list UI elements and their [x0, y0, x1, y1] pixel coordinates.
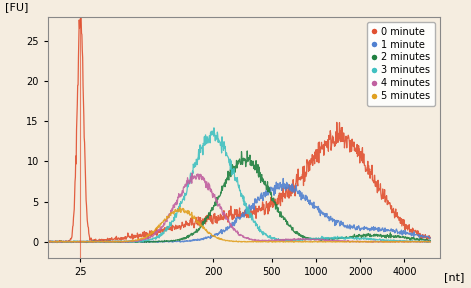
3 minutes: [211, 126, 217, 130]
0 minute: [309, 157, 314, 160]
Line: 1 minute: 1 minute: [48, 179, 430, 242]
4 minutes: [189, 171, 195, 175]
1 minute: [309, 201, 314, 205]
3 minutes: [214, 135, 220, 139]
2 minutes: [427, 239, 433, 242]
5 minutes: [45, 240, 51, 244]
3 minutes: [103, 241, 109, 244]
Line: 4 minutes: 4 minutes: [48, 173, 430, 242]
4 minutes: [344, 239, 349, 243]
3 minutes: [427, 240, 433, 243]
4 minutes: [309, 238, 314, 242]
2 minutes: [351, 234, 357, 238]
0 minute: [200, 221, 206, 225]
0 minute: [45, 240, 51, 243]
1 minute: [280, 177, 286, 180]
5 minutes: [200, 225, 206, 229]
4 minutes: [351, 240, 357, 243]
0 minute: [351, 145, 357, 148]
0 minute: [344, 146, 349, 149]
2 minutes: [45, 240, 51, 244]
1 minute: [214, 232, 219, 235]
Y-axis label: [FU]: [FU]: [5, 2, 28, 12]
4 minutes: [200, 177, 206, 181]
1 minute: [84, 240, 90, 243]
5 minutes: [308, 240, 314, 244]
3 minutes: [200, 153, 206, 156]
4 minutes: [427, 240, 433, 244]
5 minutes: [350, 240, 356, 243]
5 minutes: [214, 236, 219, 240]
5 minutes: [392, 240, 398, 244]
2 minutes: [84, 240, 90, 243]
2 minutes: [214, 196, 219, 199]
Legend: 0 minute, 1 minute, 2 minutes, 3 minutes, 4 minutes, 5 minutes: 0 minute, 1 minute, 2 minutes, 3 minutes…: [366, 22, 435, 106]
1 minute: [427, 236, 433, 240]
5 minutes: [84, 240, 89, 243]
4 minutes: [84, 240, 90, 243]
1 minute: [351, 226, 357, 229]
2 minutes: [244, 149, 250, 153]
2 minutes: [54, 241, 60, 244]
1 minute: [45, 240, 51, 243]
Line: 0 minute: 0 minute: [48, 10, 430, 242]
4 minutes: [57, 241, 63, 244]
0 minute: [214, 221, 220, 225]
0 minute: [85, 222, 90, 226]
1 minute: [200, 238, 206, 241]
2 minutes: [344, 236, 349, 239]
3 minutes: [351, 237, 357, 240]
3 minutes: [309, 237, 314, 240]
4 minutes: [45, 240, 51, 244]
1 minute: [344, 224, 349, 228]
2 minutes: [309, 237, 314, 240]
0 minute: [78, 8, 83, 11]
5 minutes: [177, 206, 183, 209]
3 minutes: [84, 239, 89, 243]
Line: 2 minutes: 2 minutes: [48, 151, 430, 242]
0 minute: [427, 236, 433, 239]
Text: [nt]: [nt]: [444, 272, 464, 282]
Line: 5 minutes: 5 minutes: [48, 207, 430, 242]
0 minute: [50, 241, 56, 244]
2 minutes: [200, 220, 206, 223]
4 minutes: [214, 198, 220, 202]
3 minutes: [45, 240, 51, 244]
5 minutes: [427, 240, 433, 244]
1 minute: [84, 241, 89, 244]
5 minutes: [343, 240, 349, 244]
3 minutes: [344, 236, 349, 240]
Line: 3 minutes: 3 minutes: [48, 128, 430, 242]
